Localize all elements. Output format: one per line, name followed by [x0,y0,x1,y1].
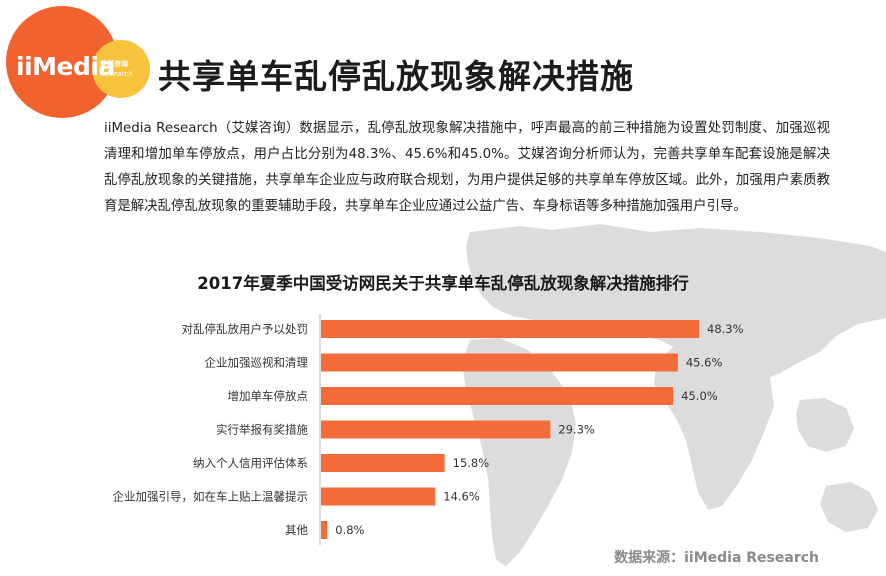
data-source: 数据来源：iiMedia Research [614,550,819,566]
value-label: 15.8% [453,456,490,470]
logo-cn-text: 艾媒咨询 [100,60,128,68]
category-label: 实行举报有奖措施 [216,423,308,437]
value-label: 48.3% [707,322,744,336]
logo-en-text: Research [100,70,133,78]
iimedia-logo: iiMedia 艾媒咨询 Research [6,6,156,118]
bar [321,353,678,372]
logo-circle-secondary [92,40,150,98]
intro-paragraph: iiMedia Research（艾媒咨询）数据显示，乱停乱放现象解决措施中，呼… [104,121,830,214]
bar [321,454,445,472]
category-label: 企业加强引导，如在车上贴上温馨提示 [113,490,309,504]
page-title: 共享单车乱停乱放现象解决措施 [158,57,634,96]
category-label: 企业加强巡视和清理 [205,356,309,370]
category-label: 对乱停乱放用户予以处罚 [182,322,309,336]
value-label: 29.3% [558,423,595,437]
value-label: 45.0% [681,389,718,403]
category-label: 纳入个人信用评估体系 [193,456,308,470]
bar [321,420,551,439]
category-label: 其他 [285,523,308,537]
value-label: 0.8% [335,523,364,537]
bar [321,487,436,506]
bar [321,387,674,405]
logo-wordmark: iiMedia [16,52,115,81]
value-label: 45.6% [686,356,723,370]
category-label: 增加单车停放点 [228,389,309,403]
chart-title: 2017年夏季中国受访网民关于共享单车乱停乱放现象解决措施排行 [197,274,689,293]
bar [321,521,328,539]
value-label: 14.6% [443,490,480,504]
bar [321,320,699,338]
